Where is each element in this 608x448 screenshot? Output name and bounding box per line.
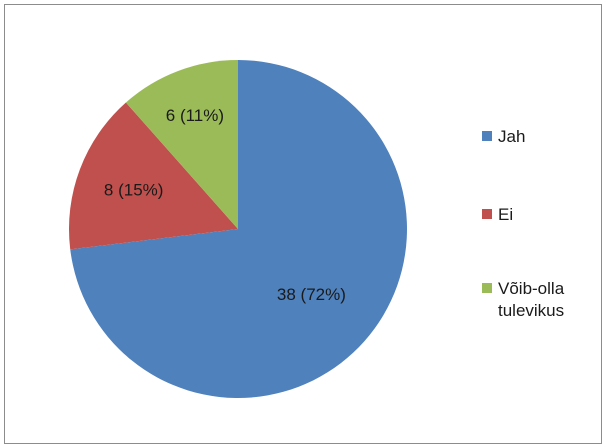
legend-swatch-ei: [482, 209, 492, 219]
pie-slice-ei: [68, 102, 239, 250]
pie-slice-jah: [70, 60, 407, 398]
legend-label-jah: Jah: [498, 127, 526, 146]
legend-swatch-jah: [482, 131, 492, 141]
data-label-ei: 8 (15%): [104, 180, 164, 199]
data-label-jah: 38 (72%): [277, 285, 346, 304]
legend-item-voib-olla-tulevikus: Võib-olla tulevikus: [482, 278, 598, 322]
legend-item-ei: Ei: [482, 204, 598, 226]
legend-swatch-voib-olla-tulevikus: [482, 283, 492, 293]
legend-label-ei: Ei: [498, 205, 514, 224]
data-label-v-ib-olla-tulevikus: 6 (11%): [166, 106, 224, 125]
legend-item-jah: Jah: [482, 126, 598, 148]
pie-data-labels: 38 (72%) 8 (15%) 6 (11%): [104, 106, 346, 304]
legend-label-voib-olla-tulevikus: Võib-olla tulevikus: [498, 279, 565, 320]
pie-slices: [68, 59, 407, 398]
pie-slice-v-ib-olla-tulevikus: [125, 59, 238, 229]
